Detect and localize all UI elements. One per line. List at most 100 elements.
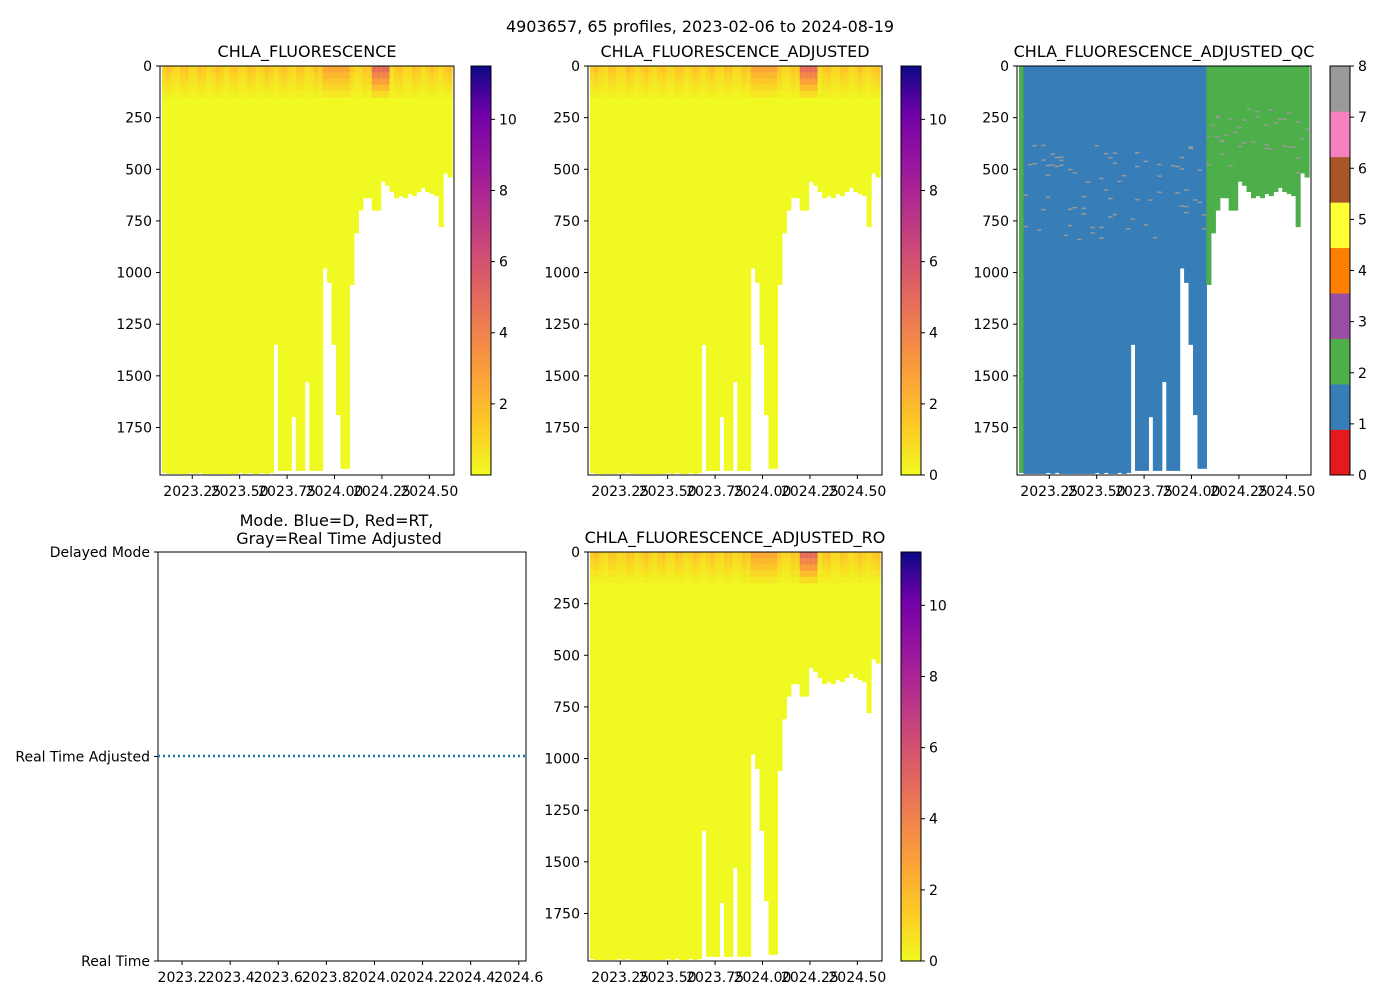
profile-column [866,66,872,228]
surface-cell [349,84,355,92]
qc-flag-8-mark [1219,140,1225,143]
colorbar-tick-label: 10 [929,112,947,128]
qc-flag-8-mark [1041,208,1046,211]
profile-column [188,66,194,473]
surface-cell [371,78,377,86]
profile-column [728,552,734,957]
surface-cell [830,72,836,79]
surface-cell [179,90,185,98]
surface-cell [799,576,805,584]
surface-cell [411,78,417,86]
profile-column [598,552,604,960]
surface-cell [590,84,596,92]
profile-column [1282,66,1288,193]
surface-cell [697,552,703,559]
surface-cell [737,72,743,79]
surface-cell [710,552,716,559]
surface-cell [402,84,408,92]
surface-cell [170,78,176,86]
profile-column [367,66,373,199]
surface-cell [661,576,667,584]
surface-cell [848,552,854,559]
surface-cell [688,72,694,79]
surface-cell [643,576,649,584]
surface-cell [313,66,319,73]
profile-column [197,66,203,473]
panel-title: Mode. Blue=D, Red=RT, Gray=Real Time Adj… [236,511,442,548]
surface-cell [420,72,426,79]
surface-cell [772,564,778,572]
surface-cell [612,564,618,572]
surface-cell [255,84,261,92]
surface-cell [804,78,810,86]
surface-cell [661,78,667,86]
surface-cell [759,552,765,559]
surface-cell [741,570,747,578]
surface-cell [714,84,720,92]
panel-chla-fluorescence: CHLA_FLUORESCENCE 0 250 500 750 1000 1250 1500… [116,42,516,500]
profile-column [665,66,671,473]
profile-column [340,66,346,469]
profile-column [759,66,765,345]
surface-cell [728,78,734,86]
surface-cell [750,66,756,73]
surface-cell [692,576,698,584]
profile-column [755,552,761,769]
surface-cell [741,552,747,559]
profile-column [1233,66,1239,211]
surface-cell [590,564,596,572]
qc-flag-8-mark [1184,205,1189,208]
surface-cell [732,570,738,578]
surface-cell [714,564,720,572]
surface-cell [233,72,239,79]
surface-cell [813,72,819,79]
profile-column [1135,66,1141,471]
surface-cell [764,84,770,92]
surface-cell [741,558,747,565]
qc-flag-8-mark [1045,174,1051,177]
surface-cell [603,552,609,559]
surface-cell [822,552,828,559]
surface-cell [799,90,805,98]
colorbar-tick-label: 8 [929,669,938,685]
surface-cell [246,72,252,79]
surface-cell [607,72,613,79]
profile-column [714,66,720,471]
surface-cell [598,570,604,578]
y-tick-label: 1750 [973,420,1009,436]
surface-cell [603,78,609,86]
qc-flag-8-mark [1201,228,1207,230]
profile-column [1193,66,1199,416]
surface-cell [723,84,729,92]
surface-cell [866,78,872,86]
profile-column [590,552,596,959]
qc-flag-8-mark [1193,199,1198,201]
profile-column [648,552,654,960]
surface-cell [443,90,449,98]
surface-cell [300,72,306,79]
surface-cell [710,84,716,92]
surface-cell [282,84,288,92]
surface-cell [652,72,658,79]
qc-flag-8-mark [1175,192,1180,194]
surface-cell [813,66,819,73]
profile-column [777,552,783,771]
surface-cell [447,84,453,92]
surface-cell [670,84,676,92]
surface-cell [407,72,413,79]
surface-cell [871,90,877,98]
surface-cell [755,570,761,578]
surface-cell [848,564,854,572]
surface-cell [875,558,881,565]
colorbar-class-8 [1330,66,1350,112]
profile-column [362,66,368,199]
surface-cell [336,78,342,86]
surface-cell [340,78,346,86]
surface-cell [661,90,667,98]
surface-cell [710,90,716,98]
surface-cell [295,72,301,79]
surface-cell [701,90,707,98]
surface-cell [759,66,765,73]
surface-cell [367,66,373,73]
surface-cell [179,78,185,86]
